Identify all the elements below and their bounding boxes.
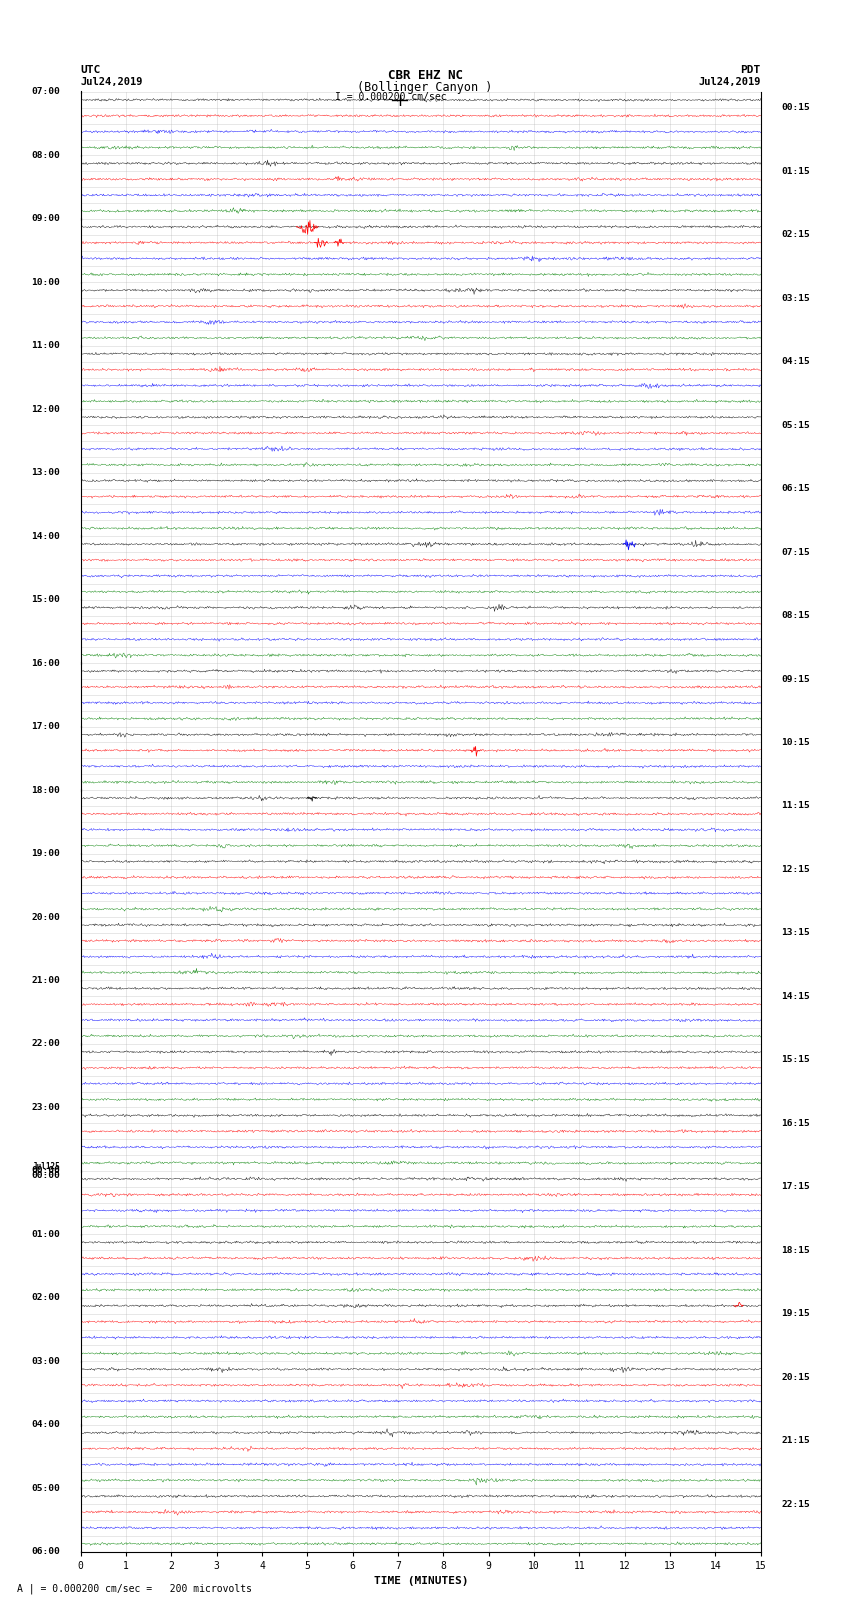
Text: 19:15: 19:15 — [781, 1310, 810, 1318]
Text: PDT: PDT — [740, 65, 761, 74]
Text: 00:00: 00:00 — [31, 1171, 60, 1179]
Text: (Bollinger Canyon ): (Bollinger Canyon ) — [357, 81, 493, 94]
Text: 19:00: 19:00 — [31, 848, 60, 858]
Text: 05:15: 05:15 — [781, 421, 810, 429]
Text: 14:15: 14:15 — [781, 992, 810, 1000]
Text: Jul125: Jul125 — [32, 1161, 60, 1171]
Text: 05:00: 05:00 — [31, 1484, 60, 1492]
Text: 04:00: 04:00 — [31, 1421, 60, 1429]
Text: 12:15: 12:15 — [781, 865, 810, 874]
Text: 09:00: 09:00 — [31, 215, 60, 223]
Text: 01:00: 01:00 — [31, 1229, 60, 1239]
Text: 13:15: 13:15 — [781, 929, 810, 937]
Text: 18:15: 18:15 — [781, 1245, 810, 1255]
Text: 00:00: 00:00 — [31, 1166, 60, 1176]
Text: 08:00: 08:00 — [31, 152, 60, 160]
Text: 14:00: 14:00 — [31, 532, 60, 540]
Text: 16:00: 16:00 — [31, 658, 60, 668]
Text: 12:00: 12:00 — [31, 405, 60, 415]
Text: 03:00: 03:00 — [31, 1357, 60, 1366]
Text: 03:15: 03:15 — [781, 294, 810, 303]
Text: 20:15: 20:15 — [781, 1373, 810, 1382]
Text: 15:15: 15:15 — [781, 1055, 810, 1065]
Text: Jul24,2019: Jul24,2019 — [81, 77, 144, 87]
Text: 21:15: 21:15 — [781, 1436, 810, 1445]
Text: 00:15: 00:15 — [781, 103, 810, 113]
Text: 22:00: 22:00 — [31, 1039, 60, 1048]
Text: 10:00: 10:00 — [31, 277, 60, 287]
Text: 06:15: 06:15 — [781, 484, 810, 494]
Text: 06:00: 06:00 — [31, 1547, 60, 1557]
Text: 16:15: 16:15 — [781, 1119, 810, 1127]
Text: 04:15: 04:15 — [781, 356, 810, 366]
Text: 11:15: 11:15 — [781, 802, 810, 810]
Text: 23:00: 23:00 — [31, 1103, 60, 1111]
Text: 13:00: 13:00 — [31, 468, 60, 477]
Text: 02:15: 02:15 — [781, 231, 810, 239]
Text: 07:00: 07:00 — [31, 87, 60, 97]
Text: 11:00: 11:00 — [31, 342, 60, 350]
Text: 20:00: 20:00 — [31, 913, 60, 921]
Text: 02:00: 02:00 — [31, 1294, 60, 1302]
Text: 21:00: 21:00 — [31, 976, 60, 986]
Text: UTC: UTC — [81, 65, 101, 74]
X-axis label: TIME (MINUTES): TIME (MINUTES) — [373, 1576, 468, 1586]
Text: 17:15: 17:15 — [781, 1182, 810, 1192]
Text: A | = 0.000200 cm/sec =   200 microvolts: A | = 0.000200 cm/sec = 200 microvolts — [17, 1582, 252, 1594]
Text: 22:15: 22:15 — [781, 1500, 810, 1508]
Text: 18:00: 18:00 — [31, 786, 60, 795]
Text: Jul24,2019: Jul24,2019 — [698, 77, 761, 87]
Text: CBR EHZ NC: CBR EHZ NC — [388, 69, 462, 82]
Text: 09:15: 09:15 — [781, 674, 810, 684]
Text: 07:15: 07:15 — [781, 547, 810, 556]
Text: 08:15: 08:15 — [781, 611, 810, 619]
Text: 17:00: 17:00 — [31, 723, 60, 731]
Text: 15:00: 15:00 — [31, 595, 60, 605]
Text: 10:15: 10:15 — [781, 739, 810, 747]
Text: I = 0.000200 cm/sec: I = 0.000200 cm/sec — [335, 92, 447, 102]
Text: 01:15: 01:15 — [781, 166, 810, 176]
